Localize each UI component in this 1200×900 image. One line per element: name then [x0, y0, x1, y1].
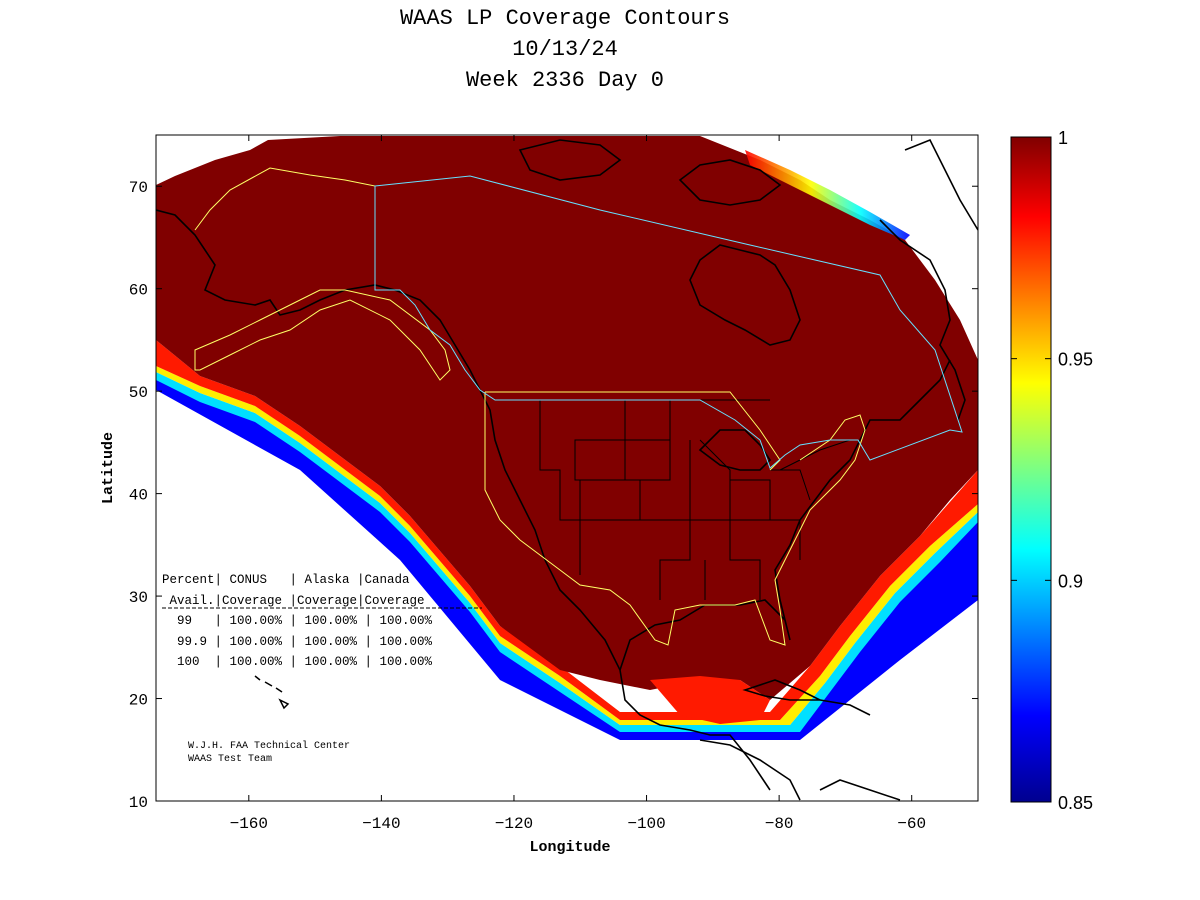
- coverage-region-full: [156, 136, 978, 700]
- colorbar-tick-label: 0.9: [1058, 571, 1083, 591]
- region-boundaries: [194, 167, 963, 646]
- hawaii-islands: [254, 675, 290, 710]
- chart-date: 10/13/24: [512, 37, 618, 62]
- y-tick-label: 70: [129, 179, 148, 197]
- credit-line-2: WAAS Test Team: [188, 754, 272, 765]
- x-tick-label: −80: [765, 815, 794, 833]
- y-tick-label: 40: [129, 487, 148, 505]
- y-tick-label: 20: [129, 692, 148, 710]
- y-tick-label: 50: [129, 384, 148, 402]
- coverage-fringe-yellow: [156, 366, 978, 725]
- colorbar-ticks: 1 0.95 0.9 0.85: [1011, 128, 1093, 813]
- x-tick-label: −120: [495, 815, 533, 833]
- colorbar: [1010, 136, 1052, 803]
- colorbar-tick-label: 0.95: [1058, 350, 1093, 370]
- coastline-lines: [156, 138, 978, 801]
- y-axis: 10 20 30 40 50 60 70: [129, 179, 978, 812]
- chart-week: Week 2336 Day 0: [465, 68, 665, 93]
- table-row: 99 | 100.00% | 100.00% | 100.00%: [162, 614, 433, 628]
- coverage-table: Percent| CONUS | Alaska |Canada Avail.|C…: [162, 573, 482, 669]
- coverage-fringe-cyan: [156, 372, 978, 732]
- x-axis-label: Longitude: [529, 839, 610, 856]
- chart-title: WAAS LP Coverage Contours: [399, 6, 731, 31]
- y-axis-label: Latitude: [100, 432, 117, 504]
- credit-text: W.J.H. FAA Technical Center WAAS Test Te…: [188, 740, 350, 765]
- table-header-1: Percent| CONUS | Alaska |Canada: [162, 573, 410, 587]
- y-tick-label: 30: [129, 589, 148, 607]
- coverage-map: [156, 135, 978, 801]
- x-axis: −160 −140 −120 −100 −80 −60: [230, 135, 926, 833]
- x-tick-label: −140: [362, 815, 400, 833]
- x-tick-label: −100: [627, 815, 665, 833]
- table-row: 99.9 | 100.00% | 100.00% | 100.00%: [162, 635, 433, 649]
- colorbar-tick-label: 0.85: [1058, 793, 1093, 813]
- coverage-patch-gulf: [650, 676, 770, 724]
- plot-frame: [155, 134, 979, 802]
- colorbar-tick-label: 1: [1058, 128, 1068, 148]
- table-header-2: Avail.|Coverage |Coverage|Coverage: [162, 594, 425, 608]
- credit-line-1: W.J.H. FAA Technical Center: [188, 740, 350, 752]
- y-tick-label: 10: [129, 794, 148, 812]
- x-tick-label: −160: [230, 815, 268, 833]
- x-tick-label: −60: [897, 815, 926, 833]
- table-row: 100 | 100.00% | 100.00% | 100.00%: [162, 655, 433, 669]
- y-tick-label: 60: [129, 282, 148, 300]
- coverage-fringe-northeast: [745, 150, 910, 240]
